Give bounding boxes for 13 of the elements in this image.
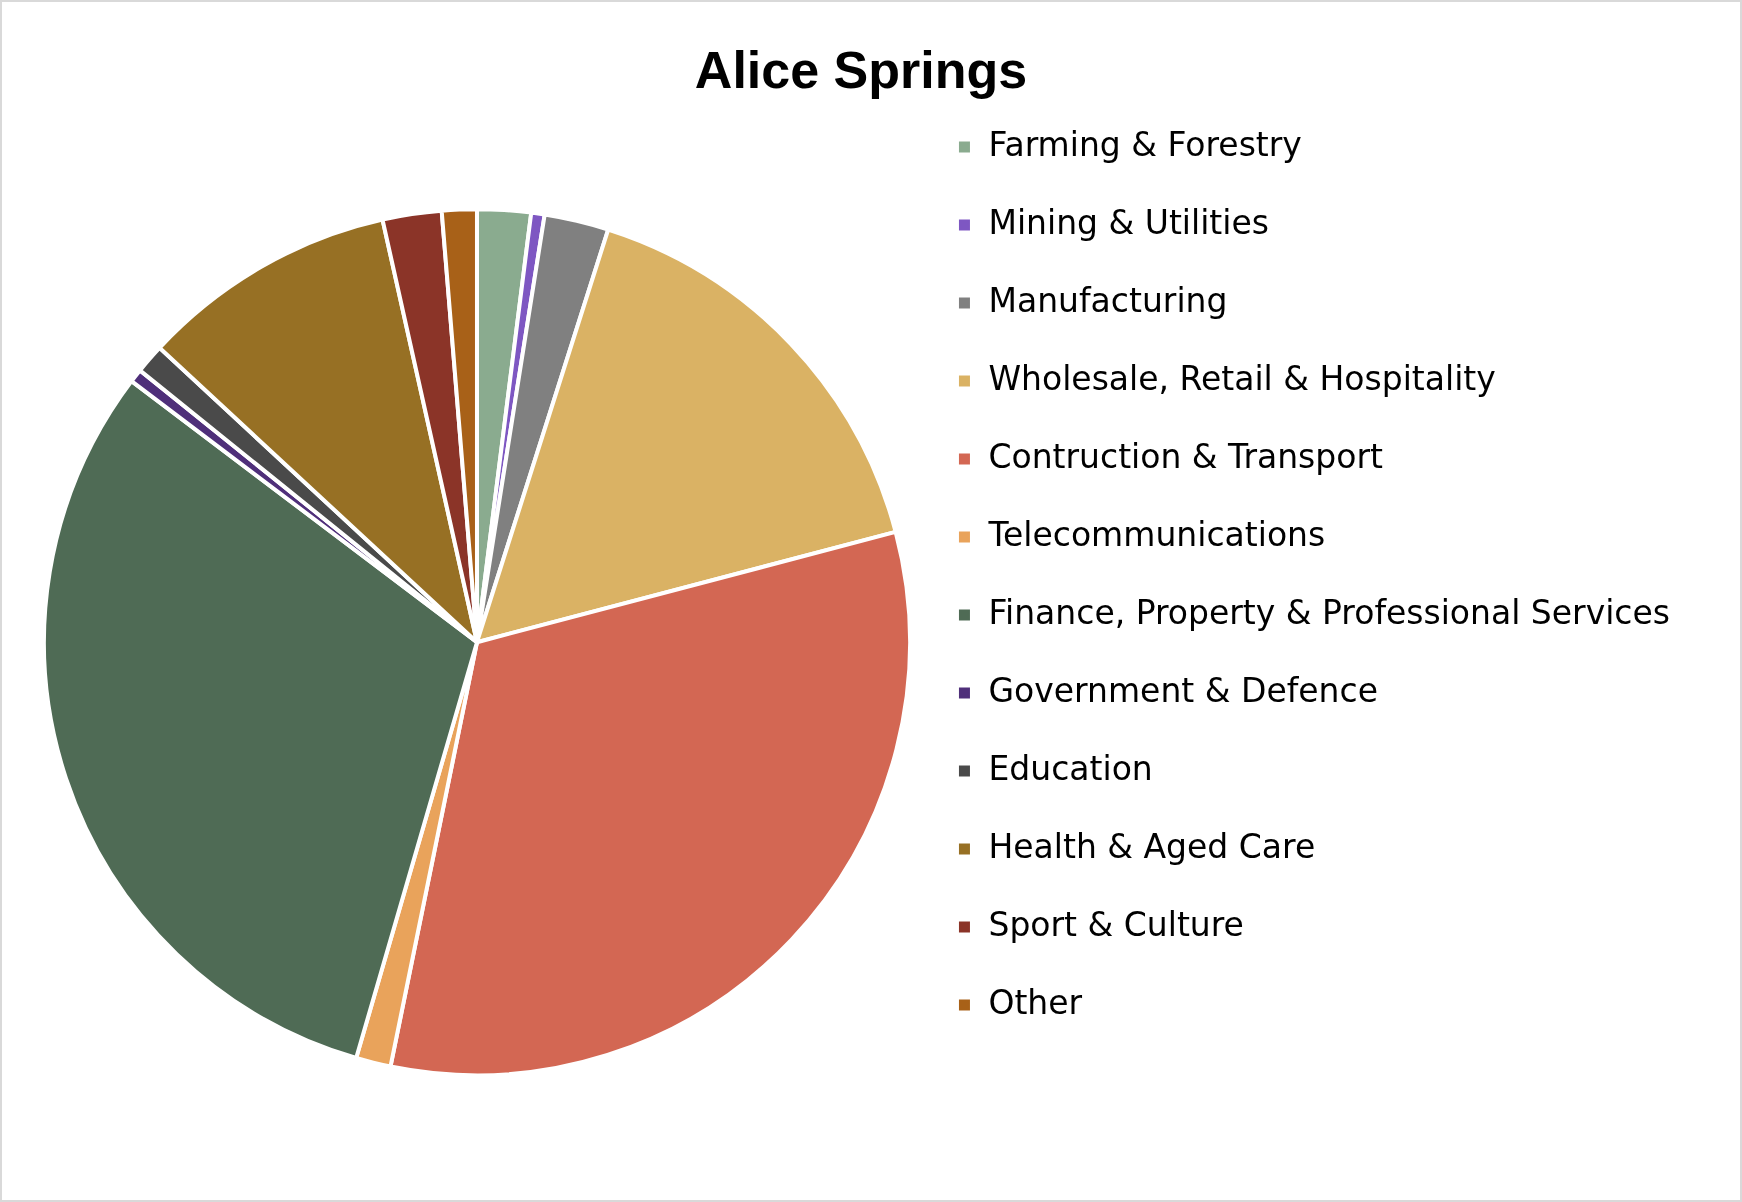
legend-label: Mining & Utilities <box>988 202 1269 242</box>
legend-label: Sport & Culture <box>988 904 1244 944</box>
legend-label: Education <box>988 748 1153 788</box>
legend-label: Finance, Property & Professional Services <box>988 592 1670 632</box>
legend-label: Manufacturing <box>988 280 1228 320</box>
legend-label: Other <box>988 982 1083 1022</box>
legend-label: Government & Defence <box>988 670 1378 710</box>
legend-label: Health & Aged Care <box>988 826 1316 866</box>
legend-label: Farming & Forestry <box>988 124 1302 164</box>
legend-label: Telecommunications <box>987 514 1326 554</box>
legend-label: Wholesale, Retail & Hospitality <box>988 358 1496 398</box>
legend-label: Contruction & Transport <box>988 436 1383 476</box>
chart-title: Alice Springs <box>694 40 1028 99</box>
